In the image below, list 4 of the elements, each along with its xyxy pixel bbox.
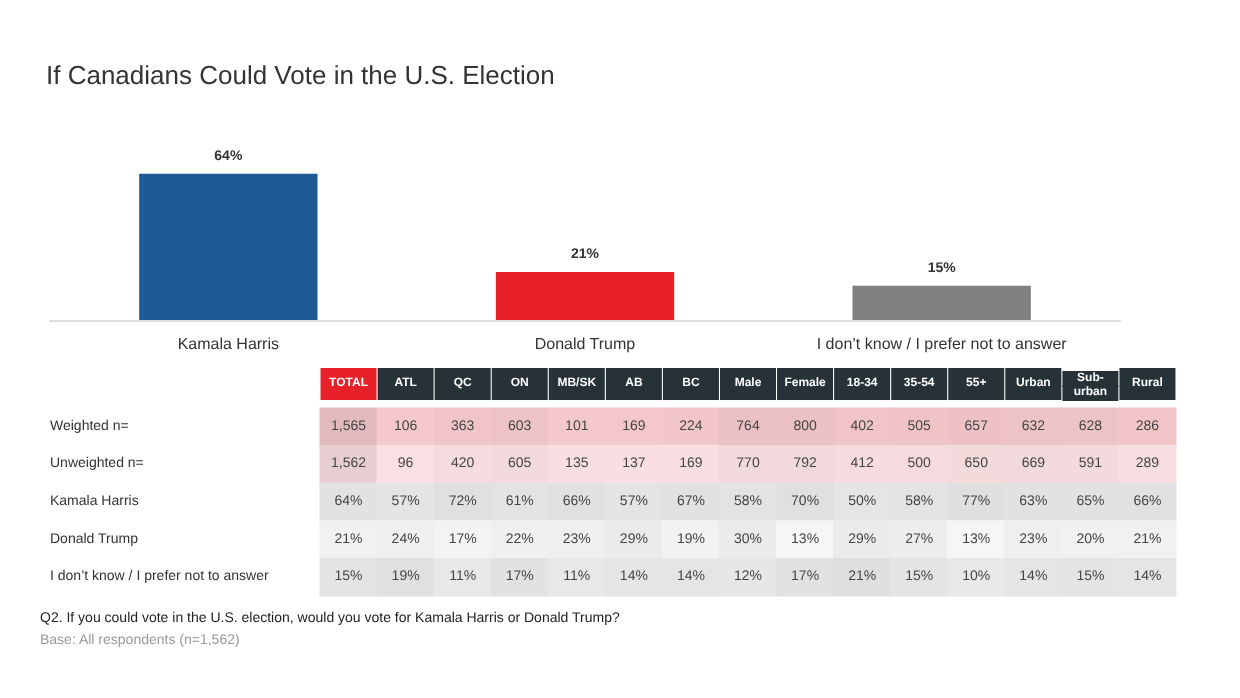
x-tick-label: Donald Trump: [534, 335, 637, 353]
chart-title: If Canadians Could Vote in the U.S. Election: [46, 60, 555, 90]
x-tick-label: Kamala Harris: [177, 335, 280, 353]
x-tick-label: I don’t know / I prefer not to answer: [816, 335, 1068, 353]
